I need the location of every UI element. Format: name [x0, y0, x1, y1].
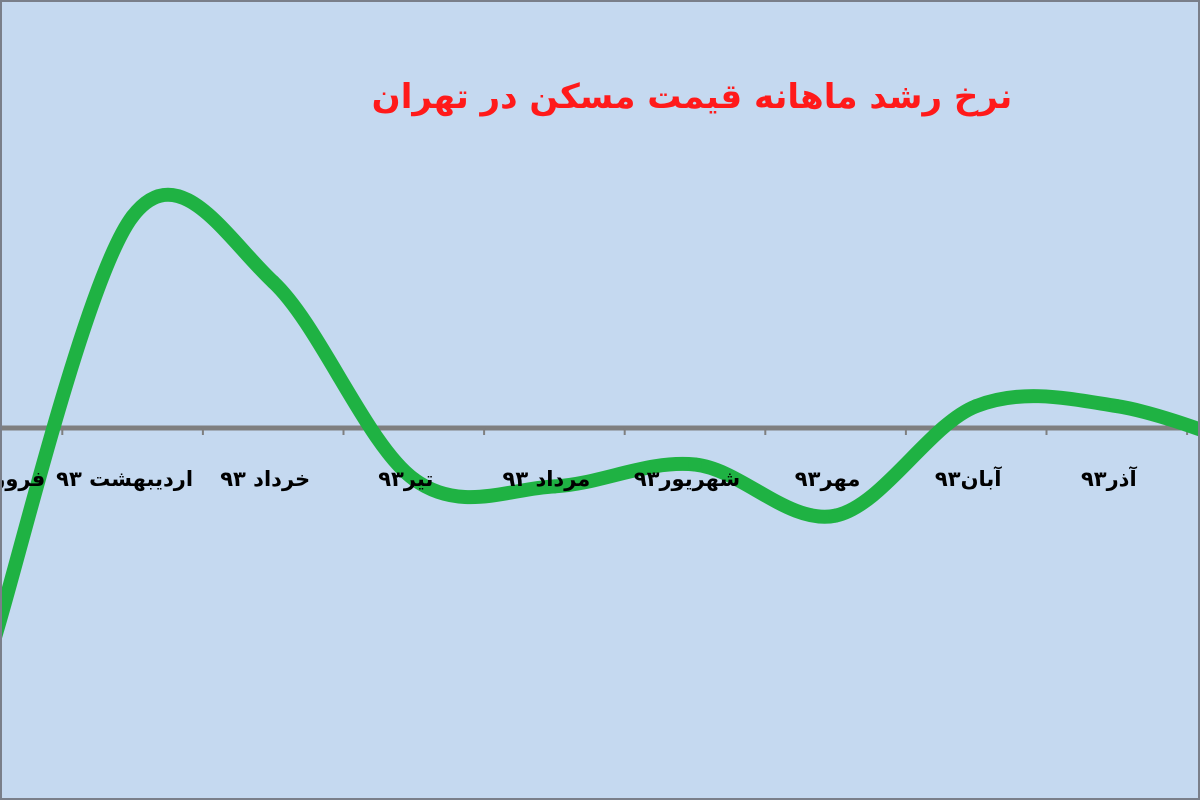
data-point: [969, 399, 984, 414]
x-tick-label: خرداد ۹۳: [220, 467, 310, 491]
data-point: [266, 275, 281, 289]
x-tick-label: اردیبهشت ۹۳: [56, 467, 193, 491]
x-tick-label: آبان۹۳: [935, 466, 1002, 491]
series-line: [2, 187, 1198, 639]
x-tick-label: مرداد ۹۳: [503, 467, 591, 491]
data-point: [828, 508, 843, 523]
point-layer: [125, 209, 1124, 523]
x-tick-label: تیر۹۳: [378, 467, 433, 491]
data-point: [406, 472, 421, 487]
chart-title: نرخ رشد ماهانه قیمت مسکن در تهران: [372, 77, 1013, 117]
category-labels: فروردین ۹۳ اردیبهشت ۹۳ خرداد ۹۳ تیر۹۳ مرداد …: [2, 466, 1138, 491]
x-tick-label: فروردین ۹۳: [2, 467, 45, 491]
x-tick-label: آذر۹۳: [1081, 466, 1138, 491]
x-tick-label: مهر۹۳: [795, 467, 861, 491]
data-point: [1109, 399, 1124, 414]
data-point: [547, 479, 562, 494]
data-point: [125, 209, 140, 224]
x-tick-label: شهریور۹۳: [634, 467, 740, 491]
series-layer: [2, 187, 1198, 639]
axis-layer: [2, 425, 1198, 435]
data-point: [688, 457, 702, 472]
